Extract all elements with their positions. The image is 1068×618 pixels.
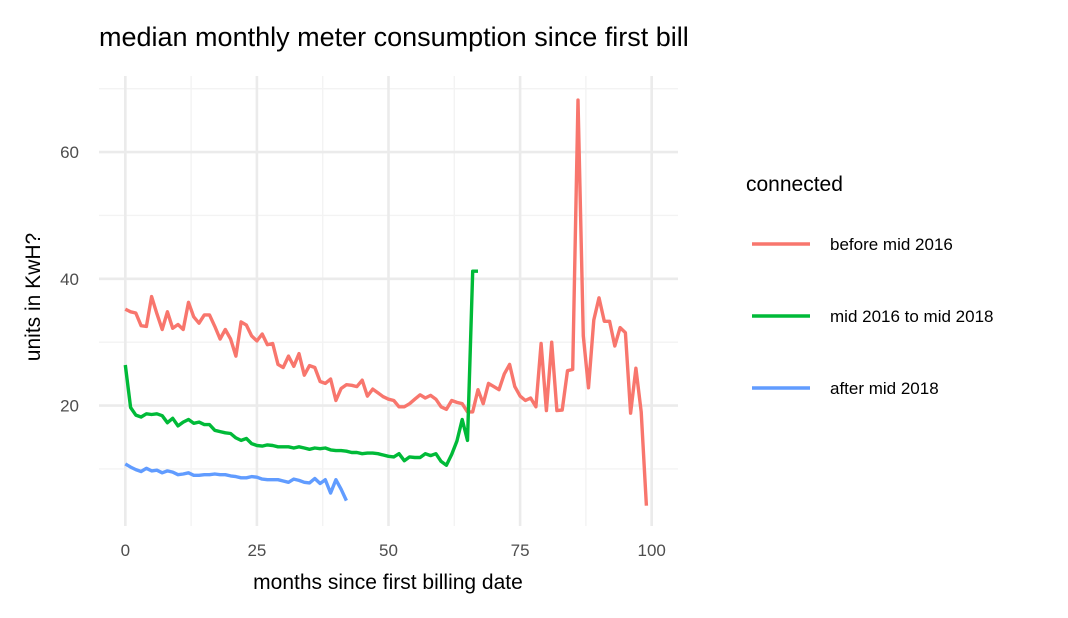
legend-label-mid-2016-to-mid-2018: mid 2016 to mid 2018 xyxy=(830,307,994,326)
x-axis-title: months since first billing date xyxy=(253,571,523,594)
x-tick-label: 50 xyxy=(379,541,398,560)
x-tick-label: 75 xyxy=(511,541,530,560)
y-tick-label: 20 xyxy=(60,397,79,416)
grid xyxy=(99,76,678,526)
chart-title: median monthly meter consumption since f… xyxy=(99,22,689,52)
x-tick-label: 100 xyxy=(637,541,665,560)
x-tick-label: 25 xyxy=(247,541,266,560)
y-axis-title: units in KwH? xyxy=(22,233,45,361)
y-tick-label: 60 xyxy=(60,143,79,162)
y-tick-label: 40 xyxy=(60,270,79,289)
legend-title: connected xyxy=(746,173,843,196)
x-tick-label: 0 xyxy=(121,541,130,560)
series-line-before-mid-2016 xyxy=(124,98,649,506)
legend-label-before-mid-2016: before mid 2016 xyxy=(830,235,953,254)
legend: connected before mid 2016 mid 2016 to mid… xyxy=(746,173,994,398)
y-axis-tick-labels: 20 40 60 xyxy=(60,143,79,416)
series-lines xyxy=(123,98,649,506)
series-line-after-mid-2018 xyxy=(124,462,348,502)
series-line-mid-2016-to-mid-2018 xyxy=(123,269,478,467)
legend-label-after-mid-2018: after mid 2018 xyxy=(830,379,939,398)
x-axis-tick-labels: 0 25 50 75 100 xyxy=(121,541,666,560)
